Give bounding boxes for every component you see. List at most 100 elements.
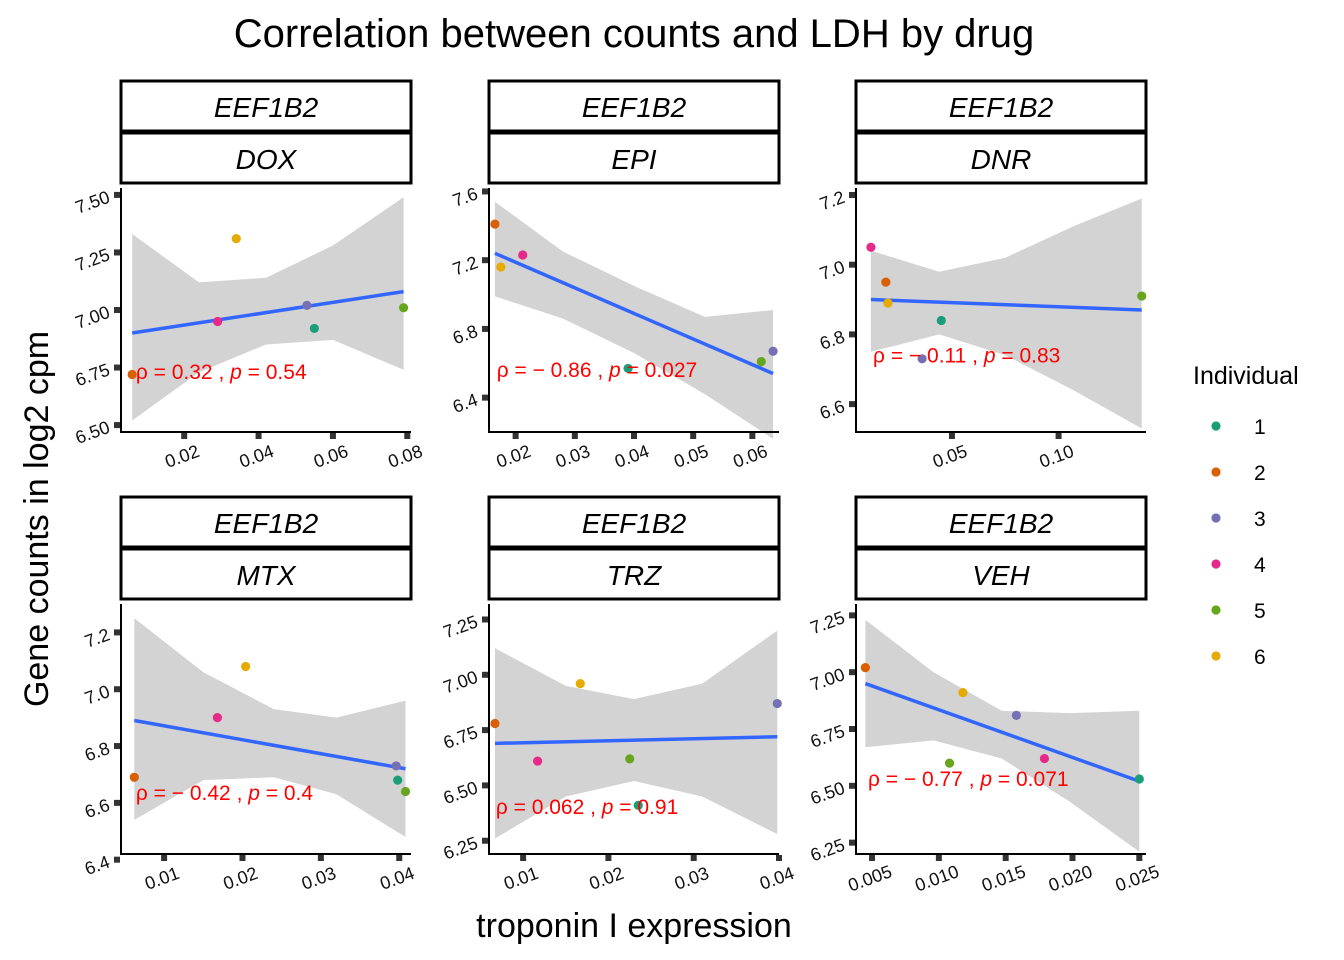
data-point-individual-3 [1011,710,1021,720]
x-tick-label: 0.015 [979,861,1028,895]
y-tick-mark [849,261,855,268]
strip-drug-label: DOX [236,144,298,175]
y-tick-label: 6.50 [441,777,481,808]
data-point-individual-6 [241,661,251,672]
y-tick-mark [114,307,120,313]
legend-key-5 [1211,605,1221,615]
annotation-p-symbol: p [983,344,996,367]
data-point-individual-2 [490,219,500,229]
y-tick-label: 7.2 [817,187,847,214]
data-point-individual-4 [518,250,528,260]
annotation-rho: ρ = − 0.86 , [497,359,609,382]
x-tick-label: 0.020 [1046,861,1095,895]
y-tick-mark [849,612,855,619]
strip-drug-box [119,547,413,601]
data-point-individual-3 [391,761,401,771]
legend-label-4: 4 [1254,554,1266,577]
facet-panel-dox: EEF1B2 DOX ρ = 0.32 , p = 0.54 6.50 6.75 7.00… [73,79,425,472]
strip-drug-box [854,131,1148,185]
x-tick-mark [396,855,403,861]
y-tick-mark [114,856,120,863]
legend-label-5: 5 [1254,600,1266,623]
y-tick-mark [114,191,120,198]
y-tick-label: 7.25 [441,611,481,642]
data-point-individual-6 [231,234,241,244]
y-tick-mark [849,191,855,198]
x-tick-mark [1136,855,1143,861]
legend-label-6: 6 [1254,646,1266,669]
strip-gene-box [119,495,413,549]
data-point-individual-1 [309,323,319,334]
data-point-individual-6 [958,688,968,698]
annotation-p-value: = 0.91 [613,796,678,819]
x-tick-mark [255,433,262,439]
y-tick-label: 7.00 [73,302,113,333]
x-tick-mark [239,855,246,861]
x-tick-label: 0.01 [142,863,182,894]
y-tick-label: 7.00 [441,667,481,698]
x-tick-mark [317,855,324,861]
y-tick-label: 6.75 [441,722,481,753]
y-tick-label: 7.0 [817,257,847,284]
y-tick-mark [849,669,855,676]
strip-drug-box [487,547,781,601]
legend-label-2: 2 [1254,462,1266,485]
strip-drug-label: EPI [611,144,656,175]
y-tick-label: 6.8 [82,738,112,765]
y-tick-mark [849,839,855,846]
facet-panel-mtx: EEF1B2 MTX ρ = − 0.42 , p = 0.4 6.4 6.6 6.8 7.… [82,495,417,894]
x-tick-label: 0.02 [221,863,261,894]
strip-gene-box [119,79,413,133]
y-tick-mark [482,727,488,734]
x-tick-label: 0.03 [553,441,593,472]
data-point-individual-5 [1137,291,1147,301]
legend-label-3: 3 [1254,508,1266,531]
x-tick-label: 0.04 [757,863,797,894]
data-point-individual-1 [633,800,643,810]
data-point-individual-4 [1039,753,1050,764]
annotation-p-symbol: p [979,768,992,791]
y-axis-title: Gene counts in log2 cpm [18,331,56,707]
annotation-p-symbol: p [247,782,260,805]
legend-key-4 [1211,559,1221,569]
x-tick-label: 0.05 [930,441,970,472]
y-tick-label: 7.6 [450,183,480,210]
y-tick-mark [114,422,120,429]
data-point-individual-3 [302,300,312,310]
y-tick-mark [114,686,120,693]
legend-label-1: 1 [1254,416,1266,439]
data-point-individual-4 [533,756,543,766]
x-tick-mark [776,855,782,861]
x-tick-label: 0.03 [672,863,712,894]
data-point-individual-4 [212,713,223,723]
y-tick-label: 6.50 [808,778,848,809]
data-point-individual-6 [575,679,585,689]
x-tick-mark [404,433,411,439]
annotation-rho: ρ = − 0.11 , [873,344,984,367]
data-point-individual-4 [213,316,223,327]
x-tick-label: 0.06 [311,441,351,472]
data-point-individual-3 [917,354,927,364]
strip-gene-label: EEF1B2 [582,508,687,539]
strip-drug-label: MTX [236,560,296,591]
y-tick-label: 6.4 [82,852,112,879]
y-tick-mark [114,799,120,806]
x-tick-label: 0.005 [845,861,894,895]
correlation-annotation: ρ = − 0.11 , p = 0.83 [873,344,1060,367]
y-tick-label: 7.00 [808,664,848,695]
facet-panel-veh: EEF1B2 VEH ρ = − 0.77 , p = 0.071 6.25 6.50 6… [808,495,1162,895]
x-tick-label: 0.04 [612,441,652,472]
x-tick-mark [329,433,336,439]
x-tick-label: 0.04 [377,863,417,894]
x-tick-mark [181,433,188,439]
strip-gene-box [487,79,781,133]
x-tick-label: 0.06 [730,441,770,472]
legend-items: 1 2 3 4 5 6 [1211,416,1266,669]
strip-drug-label: TRZ [607,560,662,591]
x-tick-mark [571,433,578,439]
x-tick-mark [690,855,697,861]
data-point-individual-1 [393,775,403,785]
annotation-rho: ρ = 0.32 , [136,361,230,384]
annotation-rho: ρ = − 0.77 , [868,768,980,791]
